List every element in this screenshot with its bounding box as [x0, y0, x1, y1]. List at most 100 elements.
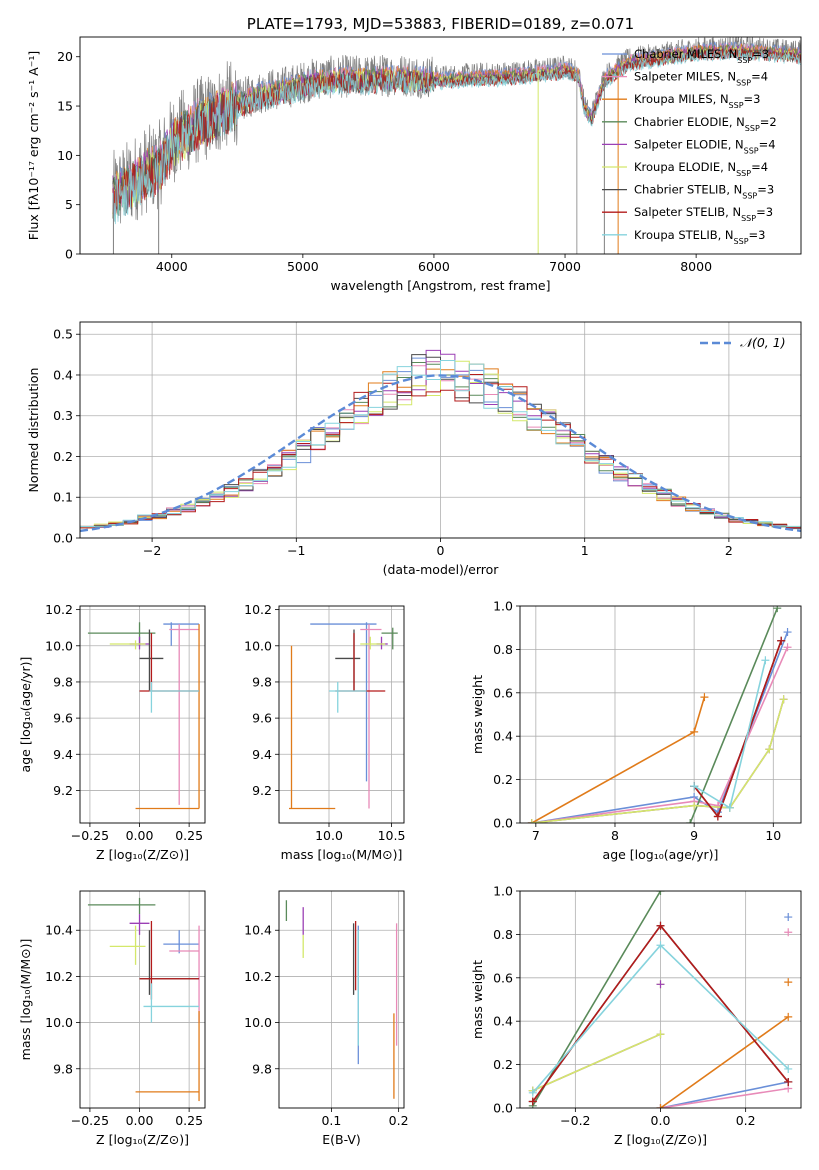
mass-weight-vs-age-chart-marker-kroupa_miles: [690, 727, 699, 736]
mass-weight-vs-age-chart-series-chabrier_stelib: [693, 640, 782, 819]
mass-weight-vs-age-chart-marker-salpeter_stelib: [777, 636, 786, 645]
spectrum-chart-xtick-label: 6000: [418, 259, 450, 274]
mass-vs-ebv-chart-ytick-label: 10.0: [244, 1015, 272, 1030]
spectrum-chart-ytick-label: 10: [57, 148, 73, 163]
mass-weight-vs-age-chart-marker-chabrier_miles: [783, 628, 792, 637]
mass-weight-vs-z-chart-marker-kroupa_elodie: [656, 1030, 665, 1039]
mass-vs-z-chart: −0.25 0.00 0.25 9.8 10.0 10.2 10.4 Z [log₁₀(Z/Z…: [18, 890, 206, 1147]
spectrum-title: PLATE=1793, MJD=53883, FIBERID=0189, z=0…: [247, 15, 634, 33]
mass-weight-vs-z-chart-series-kroupa_elodie: [532, 1033, 661, 1092]
residual-chart-xlabel: (data-model)/error: [383, 562, 500, 577]
spectrum-chart-xtick-label: 8000: [680, 259, 712, 274]
age-vs-mass-chart: 10.0 10.5 9.2 9.4 9.6 9.8 10.0 10.2 mass [log₁₀(…: [244, 602, 405, 862]
mass-weight-vs-z-chart: −0.2 0.0 0.2 0.0 0.2 0.4 0.6 0.8 1.0 Z [log₁₀(Z/Z…: [470, 884, 802, 1147]
age-vs-mass-chart-ytick-label: 10.2: [244, 602, 272, 617]
mass-weight-vs-z-chart-ytick-label: 0.8: [493, 927, 513, 942]
mass-vs-ebv-chart-xlabel: E(B-V): [322, 1132, 361, 1147]
mass-vs-ebv-chart-ytick-label: 10.4: [244, 923, 272, 938]
age-vs-mass-chart-ytick-label: 9.4: [252, 747, 272, 762]
residual-chart-xtick-label: 2: [725, 543, 733, 558]
mass-weight-vs-z-chart-marker-kroupa_stelib: [784, 1064, 793, 1073]
spectrum-model-line-salpeter_miles: [112, 42, 801, 215]
mass-vs-z-chart-xtick-label: 0.00: [126, 1113, 154, 1128]
mass-vs-ebv-chart-xtick-label: 0.2: [389, 1113, 409, 1128]
mass-weight-vs-age-chart-series-salpeter_stelib: [693, 640, 782, 819]
age-vs-mass-chart-ytick-label: 10.0: [244, 638, 272, 653]
mass-weight-vs-age-chart-marker-chabrier_elodie: [686, 819, 695, 823]
mass-weight-vs-age-chart-marker-kroupa_elodie: [527, 819, 536, 823]
spectrum-chart-xtick-label: 7000: [549, 259, 581, 274]
legend-label-kroupa_miles: Kroupa MILES, NSSP=3: [634, 92, 760, 110]
residual-chart-plot-area: [80, 322, 801, 538]
mass-vs-z-chart-ytick-label: 10.4: [45, 923, 73, 938]
mass-vs-ebv-chart-ytick-label: 10.2: [244, 969, 272, 984]
spectrum-chart: 4000 5000 6000 7000 8000 0 5 10 15 20 wavelength […: [26, 15, 802, 293]
mass-weight-vs-age-chart-xtick-label: 9: [690, 828, 698, 843]
legend-label-salpeter_elodie: Salpeter ELODIE, NSSP=4: [634, 137, 776, 155]
mass-weight-vs-age-chart-ytick-label: 0.2: [493, 772, 513, 787]
age-vs-mass-chart-ytick-label: 9.2: [252, 783, 272, 798]
mass-weight-vs-age-chart-series-kroupa_elodie: [531, 699, 785, 823]
legend-label-salpeter_stelib: Salpeter STELIB, NSSP=3: [634, 205, 773, 223]
residual-chart-ylabel: Normed distribution: [26, 368, 41, 493]
mass-weight-vs-age-chart: 7 8 9 10 0.0 0.2 0.4 0.6 0.8 1.0 age [log₁₀(age/yr…: [470, 599, 802, 862]
mass-weight-vs-age-chart-marker-salpeter_miles: [783, 643, 792, 652]
mass-weight-vs-z-chart-marker-salpeter_miles: [784, 928, 793, 937]
age-vs-mass-chart-ytick-label: 9.6: [252, 711, 272, 726]
residual-chart-ytick-label: 0.2: [53, 449, 73, 464]
mass-weight-vs-z-chart-ylabel: mass weight: [470, 960, 485, 1039]
mass-weight-vs-z-chart-series-chabrier_elodie: [532, 891, 662, 1107]
mass-weight-vs-z-chart-plot-area: [520, 891, 801, 1108]
spectrum-model-line-kroupa_stelib: [112, 48, 801, 225]
mass-weight-vs-z-chart-marker-salpeter_stelib: [528, 1097, 537, 1106]
mass-weight-vs-age-chart-marker-kroupa_elodie: [765, 745, 774, 754]
mass-weight-vs-age-chart-plot-area: [520, 606, 801, 823]
mass-weight-vs-z-chart-marker-kroupa_stelib: [528, 1088, 537, 1097]
mass-weight-vs-age-chart-marker-chabrier_elodie: [773, 606, 782, 613]
mass-weight-vs-age-chart-marker-kroupa_elodie: [690, 801, 699, 810]
spectrum-legend: Chabrier MILES, NSSP=3 Salpeter MILES, NS…: [602, 47, 777, 245]
mass-weight-vs-z-chart-ytick-label: 0.4: [493, 1014, 513, 1029]
legend-label-chabrier_stelib: Chabrier STELIB, NSSP=3: [634, 183, 774, 201]
mass-vs-z-chart-ytick-label: 9.8: [53, 1061, 73, 1076]
spectrum-chart-ytick-label: 15: [57, 99, 73, 114]
spectrum-chart-ytick-label: 0: [65, 247, 73, 262]
mass-weight-vs-age-chart-ytick-label: 0.8: [493, 642, 513, 657]
mass-weight-vs-age-chart-xtick-label: 8: [611, 828, 619, 843]
mass-weight-vs-age-chart-series-salpeter_elodie: [531, 699, 785, 823]
spectrum-model-line-salpeter_stelib: [112, 48, 801, 220]
mass-weight-vs-age-chart-marker-kroupa_stelib: [690, 782, 699, 791]
spectrum-chart-ylabel: Flux [fλ10⁻¹⁷ erg cm⁻² s⁻¹ A⁻¹]: [26, 51, 41, 240]
residual-chart-ytick-label: 0.5: [53, 327, 73, 342]
mass-vs-z-chart-ytick-label: 10.0: [45, 1015, 73, 1030]
residual-legend-label: 𝒩(0, 1): [740, 335, 786, 350]
age-vs-mass-chart-frame: [278, 605, 405, 824]
mass-vs-z-chart-ylabel: mass [log₁₀(M/M⊙)]: [18, 939, 33, 1061]
age-vs-z-chart-plot-area: [80, 606, 205, 823]
residual-chart-ytick-label: 0.1: [53, 490, 73, 505]
residual-chart-ytick-label: 0.3: [53, 408, 73, 423]
mass-weight-vs-z-chart-series-kroupa_miles: [660, 1016, 789, 1108]
age-vs-z-chart-xtick-label: 0.00: [126, 828, 154, 843]
age-vs-mass-chart-ytick-label: 9.8: [252, 674, 272, 689]
mass-weight-vs-z-chart-xtick-label: 0.0: [651, 1113, 671, 1128]
mass-weight-vs-z-chart-ytick-label: 0.2: [493, 1057, 513, 1072]
mass-weight-vs-age-chart-marker-kroupa_stelib: [761, 656, 770, 665]
mass-vs-ebv-chart-xtick-label: 0.1: [321, 1113, 341, 1128]
spectrum-chart-plot-area: [112, 37, 801, 254]
mass-weight-vs-age-chart-marker-salpeter_stelib: [713, 812, 722, 821]
legend-label-salpeter_miles: Salpeter MILES, NSSP=4: [634, 70, 768, 88]
mass-weight-vs-z-chart-ytick-label: 0.0: [493, 1101, 513, 1116]
mass-vs-ebv-chart: 0.1 0.2 9.8 10.0 10.2 10.4 E(B-V): [244, 890, 409, 1147]
spectrum-chart-frame: [79, 36, 802, 255]
mass-weight-vs-age-chart-ytick-label: 0.4: [493, 729, 513, 744]
residual-gaussian-line: [80, 374, 801, 533]
mass-weight-vs-z-chart-xlabel: Z [log₁₀(Z/Z⊙)]: [614, 1132, 707, 1147]
residual-chart-xtick-label: 1: [581, 543, 589, 558]
mass-weight-vs-age-chart-marker-kroupa_miles: [700, 693, 709, 702]
age-vs-mass-chart-xtick-label: 10.0: [315, 828, 343, 843]
spectrum-chart-xtick-label: 5000: [287, 259, 319, 274]
mass-vs-ebv-chart-frame: [278, 890, 405, 1109]
mass-weight-vs-z-chart-marker-kroupa_miles: [784, 978, 793, 987]
age-vs-z-chart-ytick-label: 10.2: [45, 602, 73, 617]
